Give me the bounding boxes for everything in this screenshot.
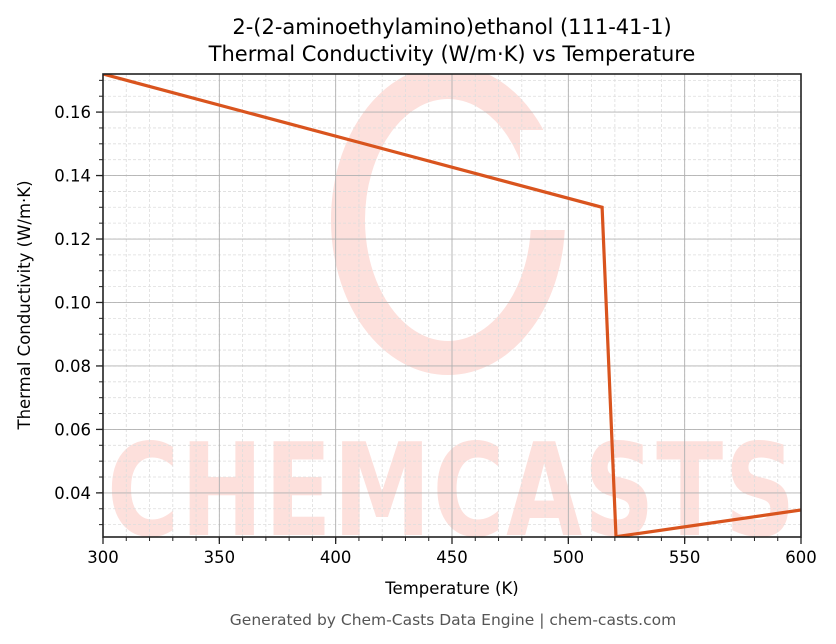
x-tick-label: 500: [553, 548, 585, 567]
x-tick-label: 450: [436, 548, 468, 567]
chart-subtitle: Thermal Conductivity (W/m·K) vs Temperat…: [208, 42, 696, 66]
y-tick-label: 0.06: [54, 420, 91, 439]
y-tick-label: 0.12: [54, 230, 91, 249]
x-axis-label: Temperature (K): [384, 579, 518, 598]
x-tick-label: 600: [785, 548, 817, 567]
y-axis-label: Thermal Conductivity (W/m·K): [15, 180, 34, 430]
x-tick-label: 400: [320, 548, 352, 567]
y-tick-label: 0.04: [54, 484, 91, 503]
x-tick-label: 300: [87, 548, 119, 567]
footer-credit: Generated by Chem-Casts Data Engine | ch…: [230, 611, 676, 629]
y-tick-label: 0.16: [54, 103, 91, 122]
y-tick-label: 0.14: [54, 167, 91, 186]
x-tick-label: 550: [669, 548, 701, 567]
y-tick-label: 0.10: [54, 293, 91, 312]
y-tick-label: 0.08: [54, 357, 91, 376]
thermal-conductivity-line: [103, 74, 801, 537]
x-tick-label: 350: [204, 548, 236, 567]
watermark-logo-icon: [331, 74, 580, 375]
y-axis: 0.04 0.06 0.08 0.10 0.12 0.14 0.16: [54, 79, 103, 526]
x-axis: 300 350 400 450 500 550 600: [87, 537, 817, 567]
chart-title: 2-(2-aminoethylamino)ethanol (111-41-1): [232, 15, 671, 39]
